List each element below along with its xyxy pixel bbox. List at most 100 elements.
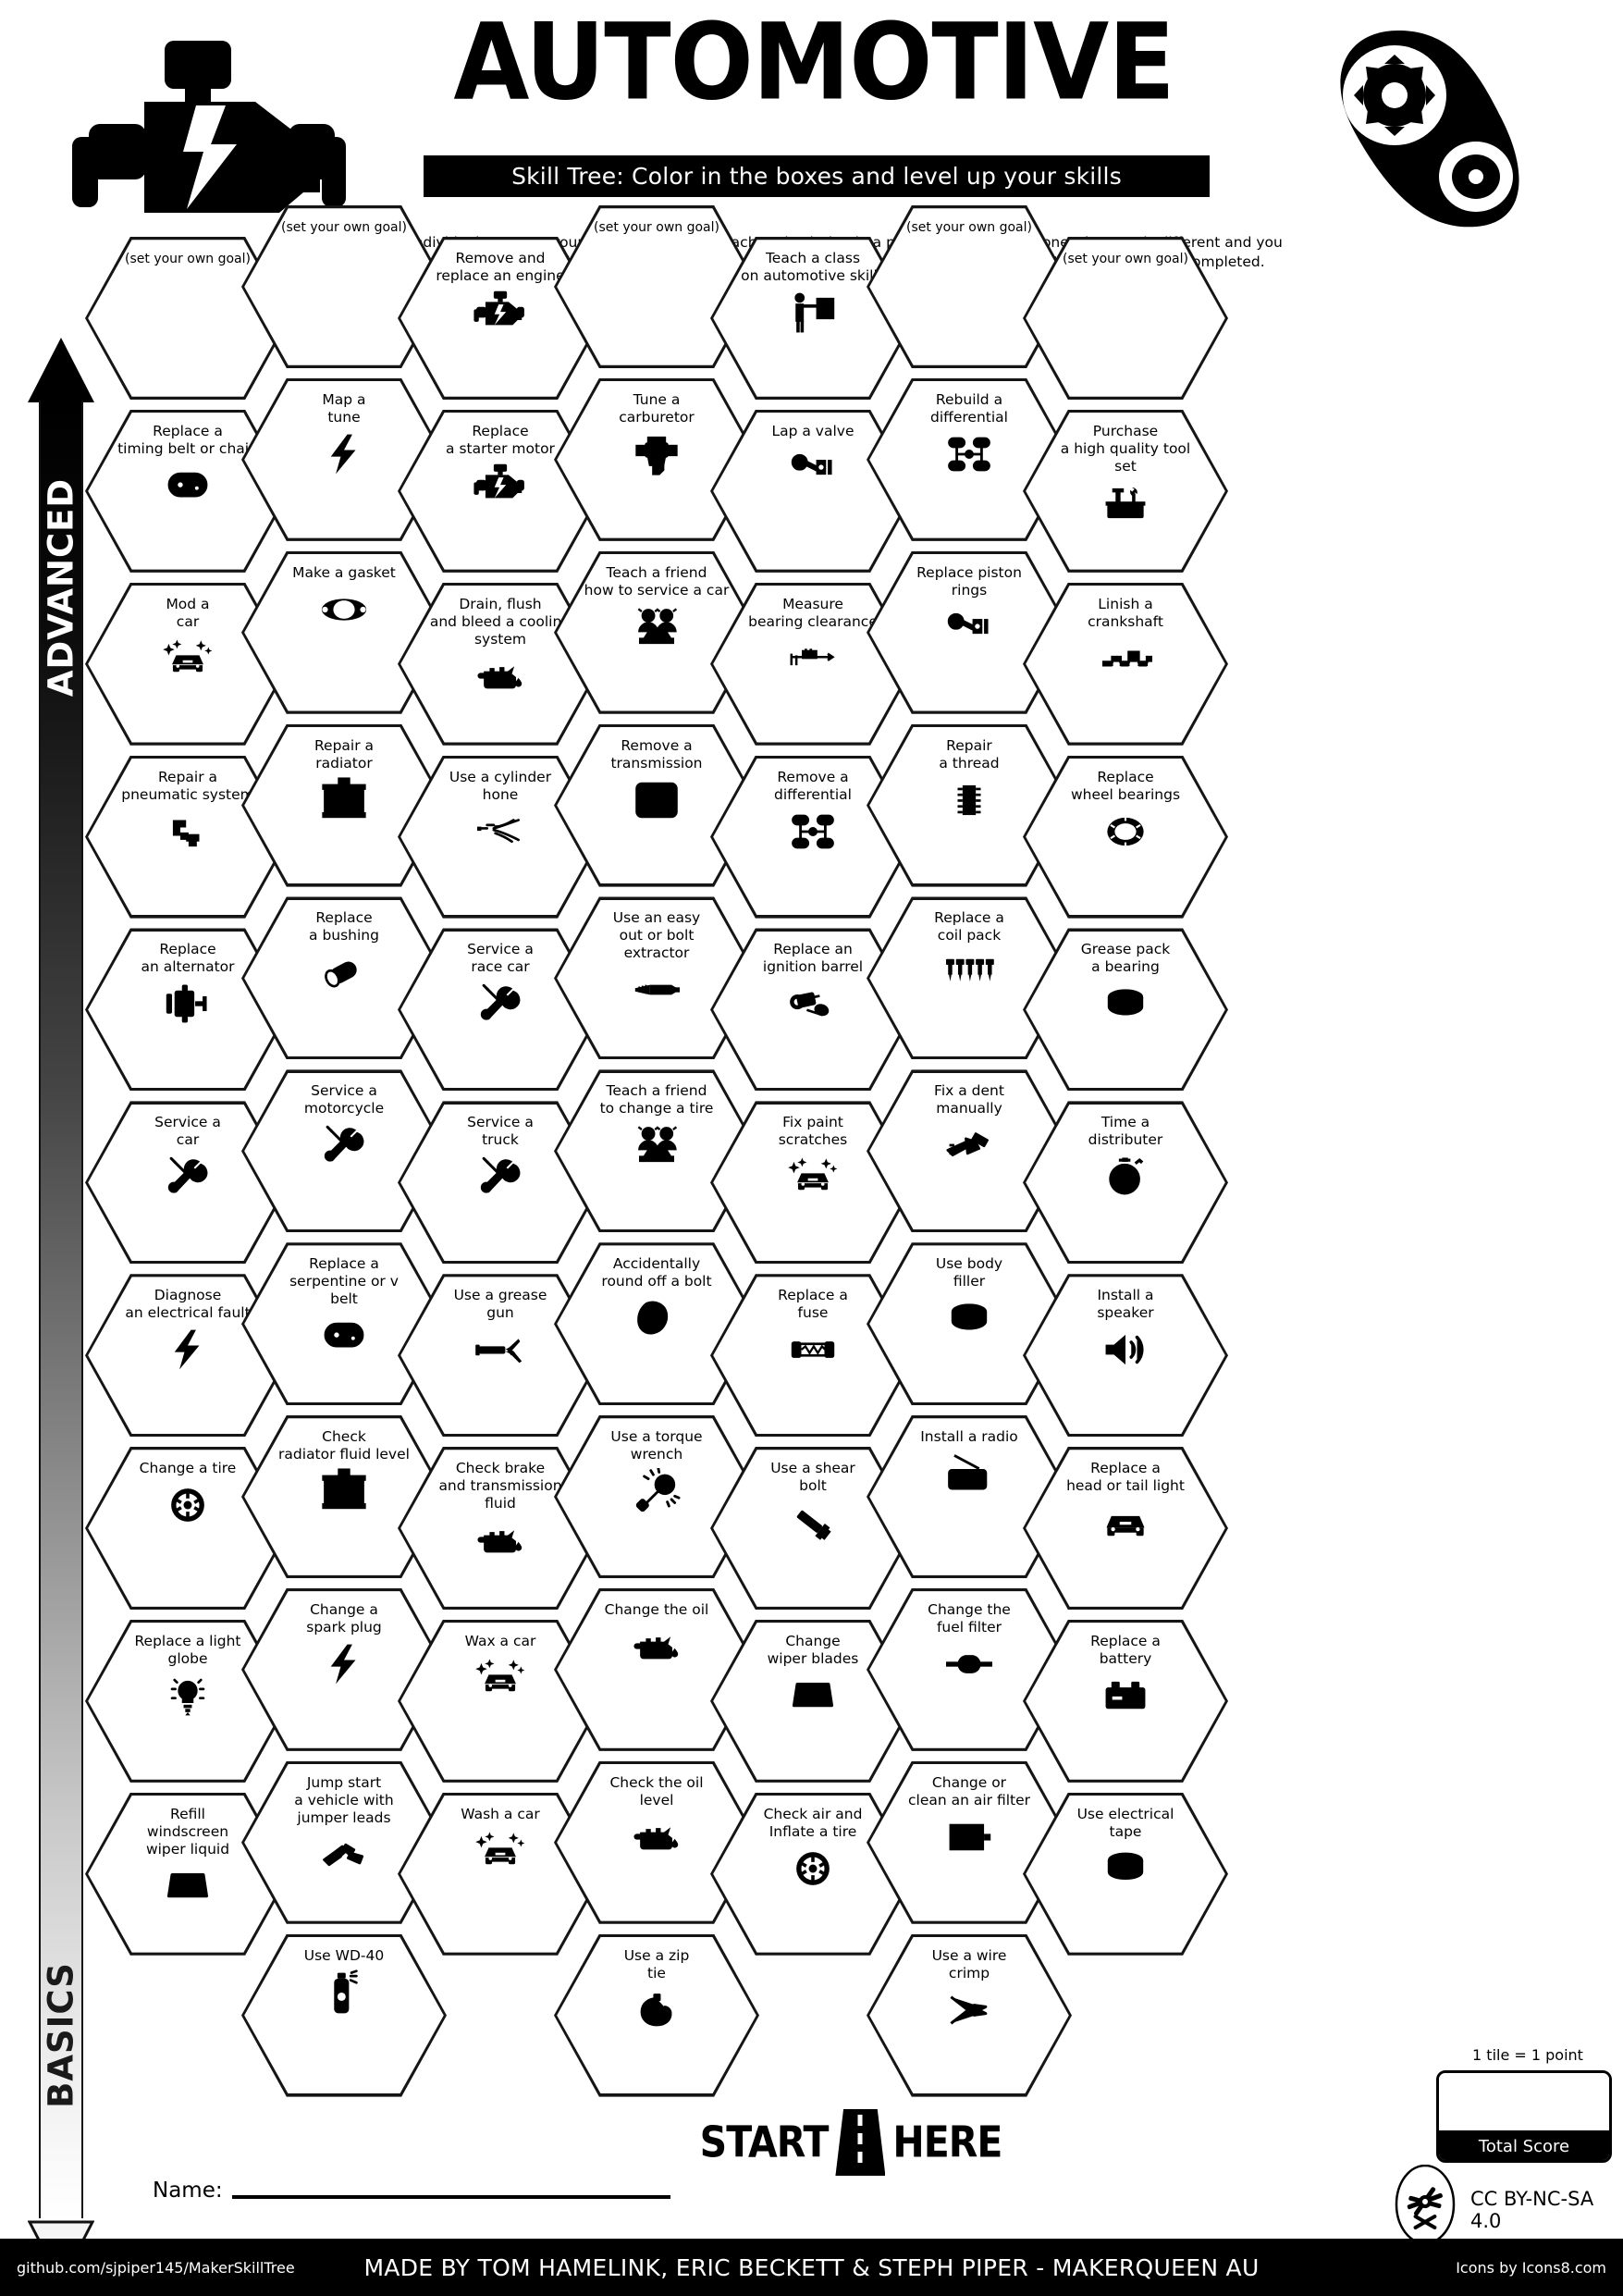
crankshaft-icon bbox=[1099, 636, 1152, 682]
skill-tile-label: Use electrical tape bbox=[1076, 1805, 1174, 1840]
skill-tile[interactable]: Replace a fuse bbox=[710, 1274, 916, 1438]
skill-tile[interactable]: (set your own goal) bbox=[1023, 237, 1228, 400]
skill-tile[interactable]: Purchase a high quality tool set bbox=[1023, 409, 1228, 573]
skill-tile-label: Check air and Inflate a tire bbox=[763, 1805, 863, 1840]
alternator-icon bbox=[161, 981, 215, 1027]
lightning-icon bbox=[317, 1641, 371, 1687]
skill-tile-label: (set your own goal) bbox=[1063, 252, 1188, 266]
air-filter-icon bbox=[942, 1814, 996, 1860]
skill-tile-label: Replace a bushing bbox=[309, 909, 379, 944]
skill-tile[interactable]: Change wiper blades bbox=[710, 1619, 916, 1783]
name-field[interactable]: Name: bbox=[153, 2169, 670, 2203]
dent-tool-icon bbox=[942, 1122, 996, 1168]
tile-points-note: 1 tile = 1 point bbox=[1472, 2046, 1583, 2064]
skill-tile[interactable]: (set your own goal) bbox=[867, 205, 1072, 368]
score-input-area[interactable] bbox=[1439, 2073, 1609, 2130]
skill-tile[interactable]: Replace a head or tail light bbox=[1023, 1447, 1228, 1611]
axis-arrow-up bbox=[28, 338, 94, 402]
skill-tile-label: Use a torque wrench bbox=[610, 1428, 703, 1463]
skill-tile[interactable]: Use WD-40 bbox=[241, 1933, 447, 2097]
skill-tile-label: Mod a car bbox=[166, 595, 210, 630]
torque-wrench-icon bbox=[630, 1468, 683, 1514]
skill-tile[interactable]: Use a wire crimp bbox=[867, 1933, 1072, 2097]
skill-tile-label: Change the fuel filter bbox=[928, 1600, 1011, 1636]
skill-tile-label: Install a speaker bbox=[1097, 1287, 1154, 1322]
footer-github-link[interactable]: github.com/sjpiper145/MakerSkillTree bbox=[17, 2258, 295, 2277]
skill-tile-label: Replace a head or tail light bbox=[1066, 1460, 1185, 1495]
battery-icon bbox=[1099, 1673, 1152, 1719]
toolbox-icon bbox=[1099, 480, 1152, 526]
sparkle-car-icon bbox=[786, 1154, 840, 1200]
skill-tile-label: Replace an ignition barrel bbox=[762, 941, 864, 976]
skill-tile-label: Remove a transmission bbox=[610, 736, 703, 772]
hex-fill[interactable] bbox=[1026, 413, 1225, 570]
skill-tile[interactable]: Change the fuel filter bbox=[867, 1587, 1072, 1751]
hex-fill[interactable] bbox=[1026, 240, 1225, 397]
skill-tile[interactable]: Mod a car bbox=[85, 582, 290, 746]
subtitle-banner: Skill Tree: Color in the boxes and level… bbox=[424, 155, 1210, 197]
skill-tile[interactable]: Linish a crankshaft bbox=[1023, 582, 1228, 746]
skill-tile-label: Use a wire crimp bbox=[931, 1946, 1007, 1981]
here-word: HERE bbox=[892, 2117, 1002, 2167]
skill-tile-label: Linish a crankshaft bbox=[1088, 595, 1163, 630]
teacher-icon bbox=[786, 290, 840, 336]
hex-fill[interactable] bbox=[244, 1936, 444, 2094]
skill-tile-label: Fix a dent manually bbox=[934, 1082, 1004, 1117]
pipe-icon bbox=[161, 809, 215, 855]
skill-tile-label: Use a grease gun bbox=[453, 1287, 547, 1322]
skill-tile[interactable]: Drain, flush and bleed a cooling system bbox=[398, 582, 603, 746]
shear-bolt-icon bbox=[786, 1500, 840, 1546]
skill-tile-label: Replace a starter motor bbox=[446, 422, 555, 457]
skill-tile[interactable]: Check the oil level bbox=[554, 1760, 759, 1924]
skill-tile-label: (set your own goal) bbox=[281, 220, 407, 235]
skill-tile-label: Repair a radiator bbox=[314, 736, 375, 772]
skill-tile-label: Teach a friend how to service a car bbox=[584, 563, 730, 599]
skill-tile-label: Check the oil level bbox=[609, 1773, 704, 1808]
skill-tile-label: Check brake and transmission fluid bbox=[438, 1460, 562, 1512]
skill-tile[interactable]: Use a cylinder hone bbox=[398, 755, 603, 919]
skill-tile-label: (set your own goal) bbox=[594, 220, 719, 235]
skill-tile[interactable]: Use a grease gun bbox=[398, 1274, 603, 1438]
name-input-line[interactable] bbox=[231, 2195, 670, 2199]
thread-icon bbox=[942, 777, 996, 823]
two-people-icon bbox=[630, 1122, 683, 1168]
skill-tile[interactable]: Install a speaker bbox=[1023, 1274, 1228, 1438]
sparkle-car-icon bbox=[473, 1655, 527, 1701]
wrench-screwdriver-icon bbox=[473, 1154, 527, 1200]
spray-can-icon bbox=[317, 1969, 371, 2016]
piston-icon bbox=[942, 604, 996, 650]
lightning-icon bbox=[161, 1327, 215, 1373]
axis-shaft bbox=[39, 401, 83, 2218]
skill-tile-label: Service a race car bbox=[467, 941, 534, 976]
skill-tile-label: Make a gasket bbox=[292, 563, 396, 581]
skill-tile-label: Rebuild a differential bbox=[930, 390, 1008, 426]
coil-pack-icon bbox=[942, 949, 996, 995]
timing-belt-icon bbox=[317, 1313, 371, 1359]
skill-tile[interactable]: Use a shear bolt bbox=[710, 1447, 916, 1611]
name-label: Name: bbox=[153, 2179, 223, 2203]
skill-tile[interactable]: Teach a friend how to service a car bbox=[554, 550, 759, 714]
skill-tile[interactable]: Fix paint scratches bbox=[710, 1101, 916, 1265]
skill-tile[interactable]: Time a distributer bbox=[1023, 1101, 1228, 1265]
skill-tile[interactable]: Replace a starter motor bbox=[398, 409, 603, 573]
skill-tile[interactable]: Replace a battery bbox=[1023, 1619, 1228, 1783]
skill-tile[interactable]: Remove and replace an engine bbox=[398, 237, 603, 400]
page-title: AUTOMOTIVE bbox=[453, 1, 1174, 125]
skill-tile-label: Wax a car bbox=[464, 1632, 536, 1649]
skill-tile-label: Replace an alternator bbox=[141, 941, 235, 976]
skill-tile[interactable]: Replace wheel bearings bbox=[1023, 755, 1228, 919]
skill-tile-label: Time a distributer bbox=[1088, 1114, 1163, 1149]
skill-tile-label: Use a zip tie bbox=[623, 1946, 690, 1981]
skill-tile-label: Map a tune bbox=[322, 390, 366, 426]
skill-tile[interactable]: Check air and Inflate a tire bbox=[710, 1792, 916, 1956]
skill-tile-label: Tune a carburetor bbox=[619, 390, 695, 426]
radio-icon bbox=[942, 1450, 996, 1497]
oil-can-icon bbox=[473, 1517, 527, 1563]
skill-tile[interactable]: Use electrical tape bbox=[1023, 1792, 1228, 1956]
grease-gun-icon bbox=[473, 1327, 527, 1373]
gasket-icon bbox=[317, 586, 371, 633]
total-score-box[interactable]: Total Score bbox=[1436, 2070, 1612, 2163]
skill-tile[interactable]: Use a zip tie bbox=[554, 1933, 759, 2097]
wrench-screwdriver-icon bbox=[161, 1154, 215, 1200]
skill-tile[interactable]: Grease pack a bearing bbox=[1023, 928, 1228, 1092]
